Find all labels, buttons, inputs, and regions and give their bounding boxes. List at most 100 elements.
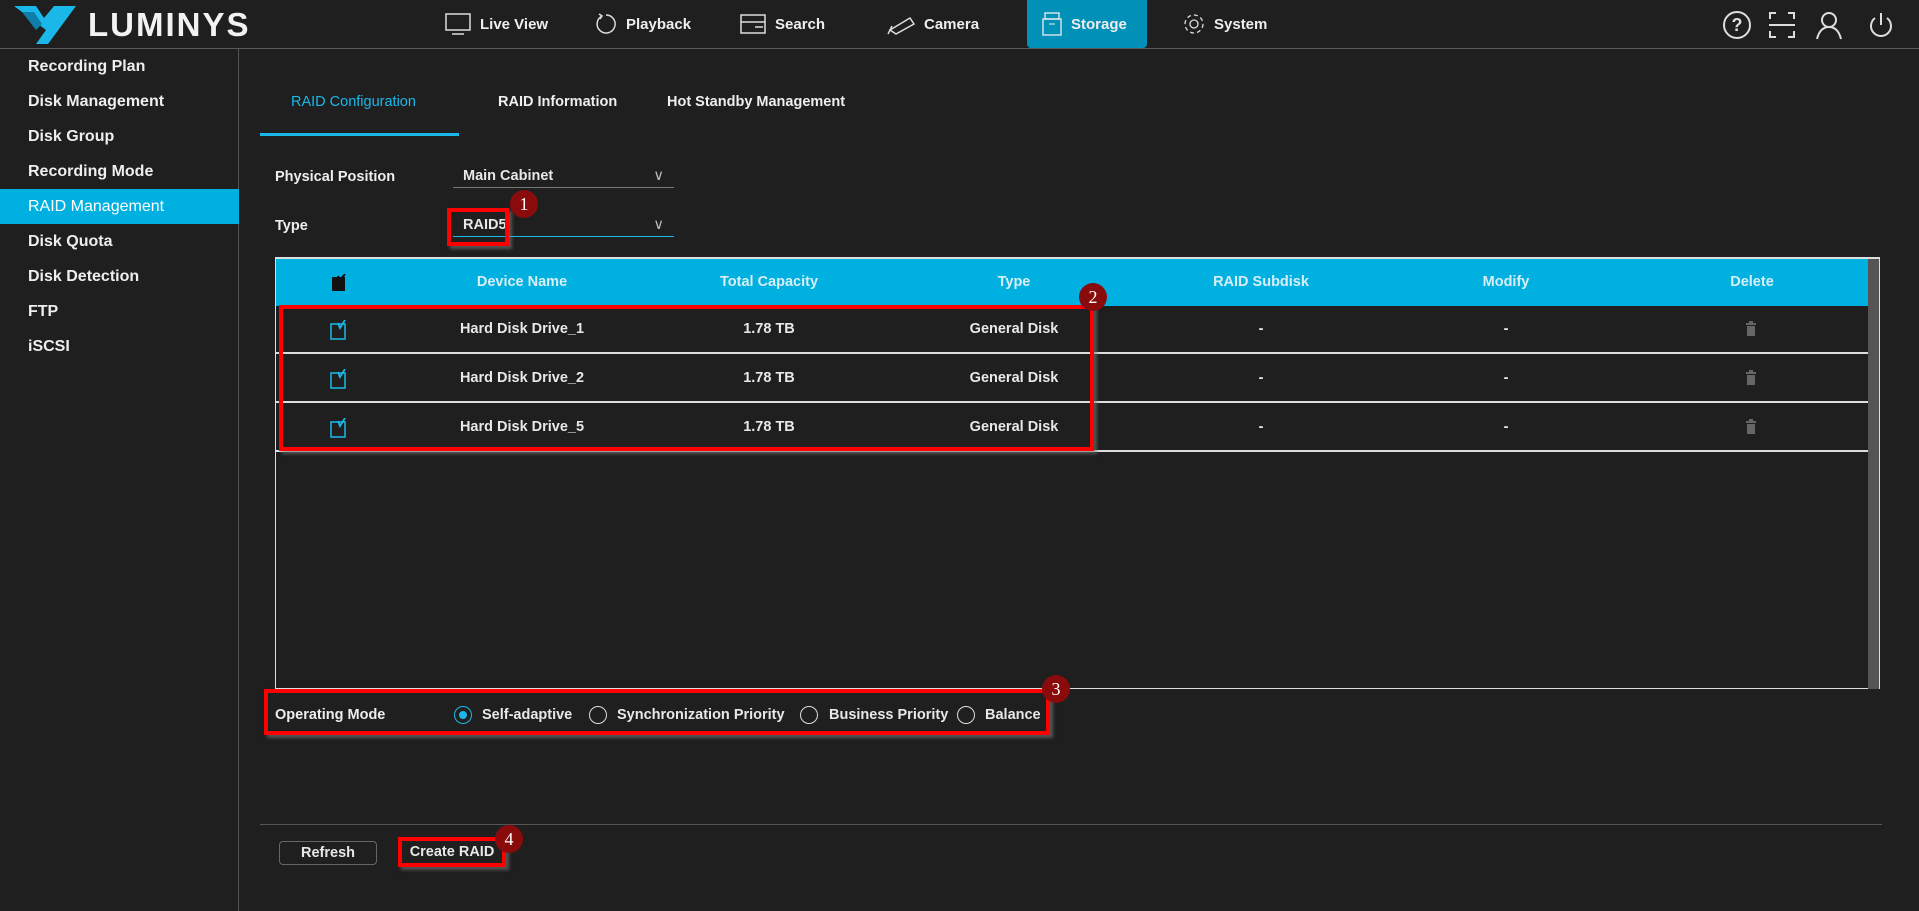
table-row[interactable]: Hard Disk Drive_5 1.78 TB General Disk -… <box>276 404 1868 452</box>
sidebar-item-iscsi[interactable]: iSCSI <box>28 338 70 355</box>
col-raid-subdisk: RAID Subdisk <box>1213 274 1309 290</box>
tab-raid-information[interactable]: RAID Information <box>498 94 618 110</box>
brand-name: LUMINYS <box>88 6 251 43</box>
sidebar-item-recording-plan[interactable]: Recording Plan <box>28 58 146 75</box>
storage-icon <box>1042 12 1062 36</box>
option-label: Business Priority <box>829 707 949 723</box>
table-row[interactable]: Hard Disk Drive_1 1.78 TB General Disk -… <box>276 306 1868 354</box>
trash-icon[interactable] <box>1745 369 1757 385</box>
sidebar <box>0 49 239 911</box>
fullscreen-icon[interactable] <box>1767 10 1797 40</box>
nav-storage[interactable]: Storage <box>1027 0 1147 48</box>
annotation-badge-3: 3 <box>1042 675 1070 703</box>
nav-label: Camera <box>924 15 980 33</box>
radio-synchronization-priority[interactable] <box>589 706 607 724</box>
sidebar-item-ftp[interactable]: FTP <box>28 303 59 320</box>
physical-position-value: Main Cabinet <box>463 167 554 184</box>
physical-position-label: Physical Position <box>275 169 396 185</box>
tab-hot-standby-management[interactable]: Hot Standby Management <box>667 94 846 110</box>
annotation-badge-1: 1 <box>510 190 538 218</box>
disk-type: General Disk <box>969 321 1059 337</box>
type-select[interactable]: RAID5 ∨ <box>453 213 674 237</box>
table-header: Device Name Total Capacity Type RAID Sub… <box>276 259 1868 306</box>
radio-self-adaptive[interactable] <box>454 706 472 724</box>
power-icon[interactable] <box>1866 10 1896 40</box>
nav-label: Search <box>775 15 826 33</box>
monitor-icon <box>445 13 471 35</box>
col-total-capacity: Total Capacity <box>719 274 819 290</box>
playback-icon <box>596 13 616 34</box>
row-checkbox[interactable] <box>330 369 348 389</box>
sidebar-item-disk-group[interactable]: Disk Group <box>28 128 115 145</box>
sidebar-item-disk-management[interactable]: Disk Management <box>28 93 165 110</box>
raid-subdisk: - <box>1258 419 1264 435</box>
disk-type: General Disk <box>969 370 1059 386</box>
logo: LUMINYS <box>14 6 251 44</box>
annotation-badge-4: 4 <box>495 825 523 853</box>
annotation-box-1 <box>447 208 509 246</box>
nav-camera[interactable]: Camera <box>886 0 979 48</box>
col-modify: Modify <box>1482 274 1530 290</box>
nav-label: Storage <box>1071 15 1127 33</box>
user-icon[interactable] <box>1814 10 1844 40</box>
modify: - <box>1503 419 1509 435</box>
luminys-logo-icon <box>14 6 76 44</box>
device-name: Hard Disk Drive_1 <box>459 321 585 337</box>
type-label: Type <box>275 218 308 234</box>
radio-business-priority[interactable] <box>800 706 818 724</box>
sidebar-item-recording-mode[interactable]: Recording Mode <box>28 163 154 180</box>
nav-label: Playback <box>626 15 692 33</box>
radio-balance[interactable] <box>957 706 975 724</box>
refresh-button[interactable]: Refresh <box>279 841 377 865</box>
col-delete: Delete <box>1730 274 1774 290</box>
disk-type: General Disk <box>969 419 1059 435</box>
chevron-down-icon: ∨ <box>653 167 664 184</box>
row-checkbox[interactable] <box>330 320 348 340</box>
sidebar-item-disk-detection[interactable]: Disk Detection <box>28 268 140 285</box>
option-label: Synchronization Priority <box>617 707 785 723</box>
create-raid-button[interactable]: Create RAID <box>409 844 495 860</box>
annotation-box-2 <box>279 305 1094 451</box>
divider <box>260 824 1882 825</box>
col-type: Type <box>997 274 1031 290</box>
sidebar-item-disk-quota[interactable]: Disk Quota <box>28 233 113 250</box>
total-capacity: 1.78 TB <box>743 419 795 435</box>
tab-raid-configuration[interactable]: RAID Configuration <box>291 94 416 110</box>
raid-subdisk: - <box>1258 321 1264 337</box>
device-name: Hard Disk Drive_5 <box>459 419 585 435</box>
gear-icon <box>1184 14 1204 34</box>
raid-subdisk: - <box>1258 370 1264 386</box>
modify: - <box>1503 370 1509 386</box>
sidebar-item-raid-management[interactable]: RAID Management <box>0 189 239 224</box>
device-name: Hard Disk Drive_2 <box>459 370 585 386</box>
nav-label: System <box>1214 15 1268 33</box>
physical-position-select[interactable]: Main Cabinet ∨ <box>453 164 674 188</box>
chevron-down-icon: ∨ <box>653 216 664 233</box>
operating-mode-label: Operating Mode <box>275 707 386 723</box>
nav-live-view[interactable]: Live View <box>444 0 548 48</box>
nav-system[interactable]: System <box>1182 0 1267 48</box>
search-icon <box>740 14 766 34</box>
nav-label: Live View <box>480 15 549 33</box>
modify: - <box>1503 321 1509 337</box>
svg-text:?: ? <box>1732 15 1743 35</box>
trash-icon[interactable] <box>1745 418 1757 434</box>
total-capacity: 1.78 TB <box>743 370 795 386</box>
active-tab-underline <box>260 133 459 136</box>
disk-table: Device Name Total Capacity Type RAID Sub… <box>275 257 1880 689</box>
nav-playback[interactable]: Playback <box>594 0 691 48</box>
option-label: Balance <box>985 707 1041 723</box>
col-device-name: Device Name <box>476 274 568 290</box>
help-icon[interactable]: ? <box>1722 10 1752 40</box>
table-row[interactable]: Hard Disk Drive_2 1.78 TB General Disk -… <box>276 355 1868 403</box>
top-bar: LUMINYS Live View Playback Search Camera… <box>0 0 1919 49</box>
total-capacity: 1.78 TB <box>743 321 795 337</box>
trash-icon[interactable] <box>1745 320 1757 336</box>
table-scrollbar[interactable] <box>1868 259 1879 689</box>
annotation-box-3 <box>264 689 1050 735</box>
annotation-box-4 <box>398 837 506 867</box>
row-checkbox[interactable] <box>330 418 348 438</box>
camera-icon <box>887 16 916 35</box>
select-all-checkbox[interactable] <box>331 274 347 292</box>
nav-search[interactable]: Search <box>739 0 825 48</box>
